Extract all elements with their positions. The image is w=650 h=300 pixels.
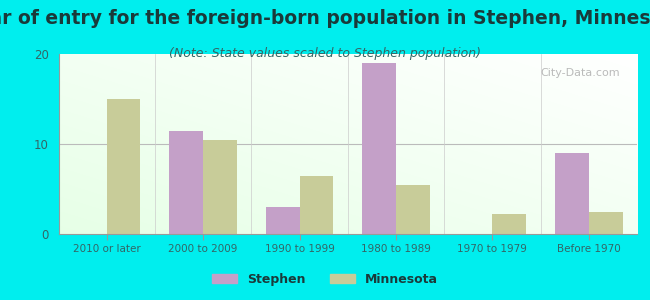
Bar [107,99,140,234]
Bar [300,176,333,234]
Bar [266,207,300,234]
Bar [555,153,589,234]
Text: City-Data.com: City-Data.com [540,68,619,78]
Bar [362,63,396,234]
Bar [203,140,237,234]
Text: (Note: State values scaled to Stephen population): (Note: State values scaled to Stephen po… [169,46,481,59]
Bar [493,214,526,234]
Bar [170,130,203,234]
Text: Year of entry for the foreign-born population in Stephen, Minnesota: Year of entry for the foreign-born popul… [0,9,650,28]
Bar [396,184,430,234]
Legend: Stephen, Minnesota: Stephen, Minnesota [207,268,443,291]
Bar [589,212,623,234]
